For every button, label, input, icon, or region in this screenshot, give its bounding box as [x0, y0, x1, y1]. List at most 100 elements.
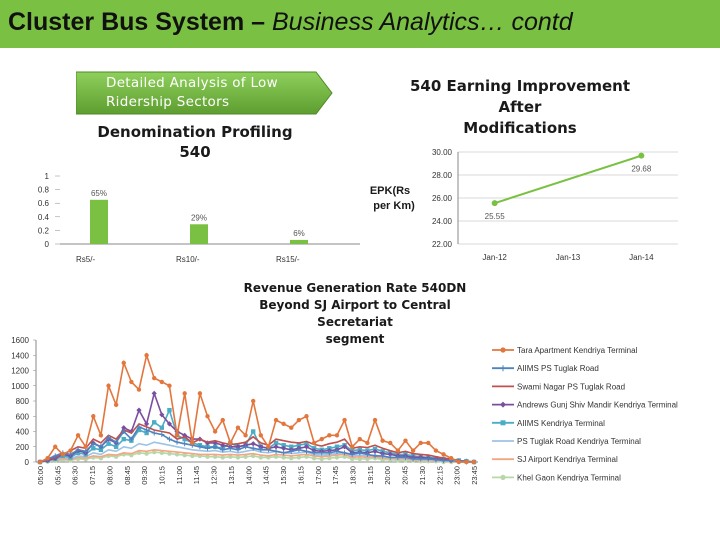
- x-tick-label: 20:45: [401, 466, 410, 485]
- data-point: [166, 436, 172, 442]
- series-line: [39, 390, 474, 463]
- data-point: [441, 452, 446, 457]
- data-point: [250, 445, 256, 451]
- data-point: [334, 433, 340, 438]
- epk-line-chart: 22.00 24.00 26.00 28.00 30.00 Jan-12 Jan-13 Jan…: [370, 148, 678, 262]
- data-point: [296, 417, 302, 423]
- data-point: [83, 448, 89, 454]
- legend-label: Swami Nagar PS Tuglak Road: [517, 382, 625, 391]
- x-tick-label: 23:45: [470, 466, 479, 485]
- data-point: [387, 454, 393, 460]
- data-point: [357, 436, 362, 442]
- data-point: [60, 452, 66, 457]
- legend-label: SJ Airport Kendriya Terminal: [517, 455, 618, 464]
- data-point: [243, 433, 248, 438]
- bar-data-label: 29%: [191, 213, 207, 222]
- series-line: [39, 352, 474, 463]
- data-point: [98, 444, 104, 450]
- x-tick-label: Jan-12: [482, 253, 507, 262]
- data-point: [319, 436, 324, 442]
- data-point: [90, 441, 96, 447]
- data-point: [342, 417, 347, 423]
- data-point: [220, 417, 225, 423]
- data-point: [243, 454, 248, 459]
- denomination-bar-chart: 0 0.2 0.4 0.6 0.8 1 65% Rs5/- 29% Rs10/- 6% Rs15/-: [38, 172, 360, 264]
- page-title: Cluster Bus System – Business Analytics……: [8, 8, 573, 37]
- y-tick-label: 0.4: [38, 213, 50, 222]
- x-tick-label: 10:15: [158, 466, 167, 485]
- series-line: [39, 441, 474, 463]
- data-point: [410, 448, 416, 453]
- data-point: [410, 456, 416, 462]
- x-tick-label: Rs15/-: [276, 255, 300, 264]
- data-point: [205, 454, 210, 459]
- data-point: [304, 441, 309, 446]
- data-point: [121, 360, 126, 366]
- legend-label: Andrews Gunj Shiv Mandir Kendriya Termin…: [517, 401, 678, 410]
- revenue-line-chart: 0 200 400 600 800 1000 1200 1400 1600 05:00 05:45 0…: [11, 336, 678, 485]
- data-point: [152, 420, 157, 425]
- data-point: [303, 444, 310, 450]
- data-point: [205, 445, 211, 451]
- legend-marker: [500, 347, 506, 353]
- data-point: [456, 459, 461, 465]
- x-tick-label: 15:30: [279, 466, 288, 485]
- data-point: [426, 440, 431, 446]
- data-point: [258, 444, 264, 450]
- data-point: [296, 443, 302, 448]
- bar-chart-title: Denomination Profiling 540: [95, 122, 295, 162]
- x-tick-label: Jan-14: [629, 253, 654, 262]
- data-point: [197, 391, 203, 396]
- y-tick-label: 400: [16, 428, 30, 437]
- data-label: 25.55: [485, 212, 506, 221]
- x-tick-label: 05:45: [53, 466, 62, 485]
- data-point: [418, 440, 423, 446]
- data-point: [327, 455, 332, 461]
- x-tick-label: 20:00: [383, 466, 392, 485]
- y-tick-label: 0.2: [38, 226, 50, 235]
- data-point: [136, 387, 142, 392]
- data-point: [68, 448, 73, 453]
- data-point: [281, 450, 287, 456]
- data-point: [365, 440, 370, 446]
- x-tick-label: 12:30: [210, 466, 219, 485]
- data-point: [357, 450, 363, 456]
- data-point: [403, 438, 408, 443]
- data-point: [303, 448, 309, 454]
- data-point: [121, 436, 126, 442]
- data-point: [167, 383, 172, 388]
- legend-item: SJ Airport Kendriya Terminal: [492, 455, 618, 464]
- bar: [90, 199, 108, 244]
- data-point: [220, 455, 225, 460]
- x-tick-label: 13:15: [227, 466, 236, 485]
- data-point: [182, 436, 187, 442]
- data-point: [144, 430, 149, 436]
- data-point: [273, 417, 279, 423]
- legend-item: Andrews Gunj Shiv Mandir Kendriya Termin…: [492, 401, 678, 410]
- x-tick-label: 22:15: [435, 466, 444, 485]
- page-title-italic: Business Analytics… contd: [272, 8, 573, 36]
- bar-chart-title-line2: 540: [179, 143, 211, 161]
- y-tick-label: 1400: [11, 351, 29, 360]
- x-tick-label: 16:15: [296, 466, 305, 485]
- data-point: [152, 449, 157, 455]
- data-point: [212, 444, 218, 450]
- data-point: [304, 454, 309, 459]
- data-point: [174, 452, 180, 457]
- data-point: [159, 432, 165, 438]
- legend-item: AIIMS Kendriya Terminal: [492, 419, 605, 428]
- legend-label: Tara Apartment Kendriya Terminal: [517, 346, 638, 355]
- data-point: [190, 440, 195, 446]
- data-point: [212, 429, 218, 434]
- legend-marker: [500, 420, 506, 426]
- data-point: [266, 444, 271, 449]
- data-point: [349, 451, 355, 457]
- data-point: [273, 448, 279, 454]
- data-point: [197, 444, 203, 450]
- y-axis-label-line2: per Km): [373, 200, 415, 212]
- y-tick-label: 200: [16, 443, 30, 452]
- legend-label: AIIMS PS Tuglak Road: [517, 364, 599, 373]
- data-point: [387, 451, 393, 457]
- data-point: [304, 414, 309, 419]
- data-point: [83, 444, 88, 449]
